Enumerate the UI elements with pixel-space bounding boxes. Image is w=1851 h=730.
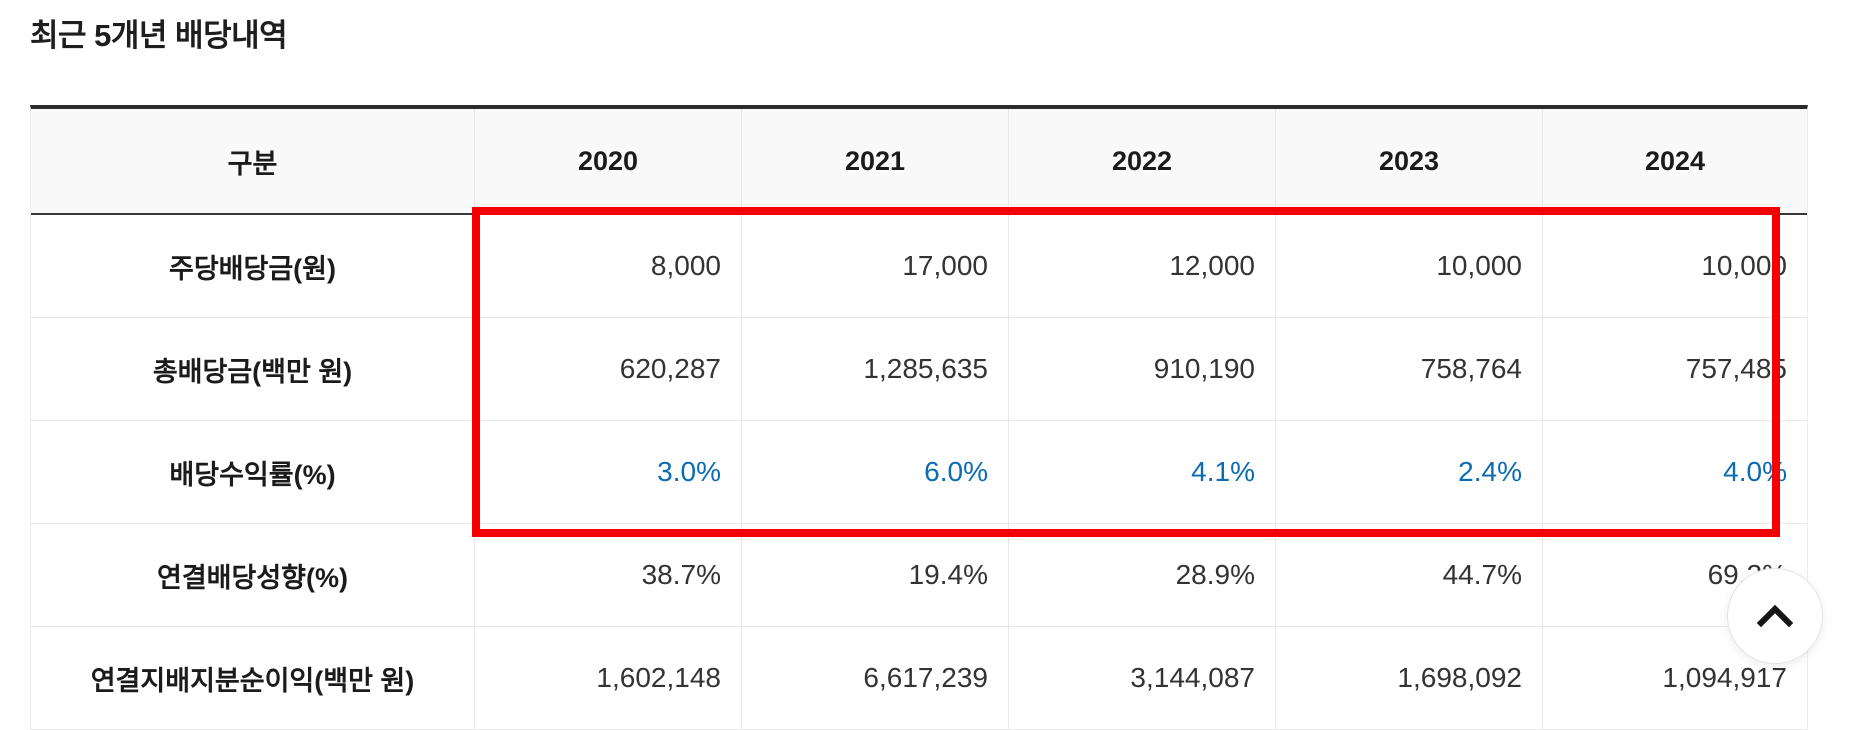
- column-header-category: 구분: [227, 148, 278, 179]
- table-cell: 17,000: [741, 215, 1008, 317]
- table-cell: 3,144,087: [1008, 627, 1275, 729]
- table-cell: 1,094,917: [1542, 627, 1807, 729]
- scroll-top-button[interactable]: [1727, 568, 1823, 664]
- column-header-2024: 2024: [1542, 109, 1807, 213]
- table-cell: 38.7%: [474, 524, 741, 626]
- table-cell: 19.4%: [741, 524, 1008, 626]
- table-cell: 6,617,239: [741, 627, 1008, 729]
- table-cell: 1,698,092: [1275, 627, 1542, 729]
- table-cell: 2.4%: [1275, 421, 1542, 523]
- table-cell: 8,000: [474, 215, 741, 317]
- column-header-2023: 2023: [1275, 109, 1542, 213]
- table-row-dividend-per-share: 주당배당금(원) 8,000 17,000 12,000 10,000 10,0…: [31, 215, 1807, 318]
- table-cell: 4.1%: [1008, 421, 1275, 523]
- row-label: 주당배당금(원): [168, 253, 337, 284]
- table-cell: 10,000: [1275, 215, 1542, 317]
- table-cell: 4.0%: [1542, 421, 1807, 523]
- column-header-2021: 2021: [741, 109, 1008, 213]
- table-cell: 12,000: [1008, 215, 1275, 317]
- table-row-payout-ratio: 연결배당성향(%) 38.7% 19.4% 28.9% 44.7% 69.2%: [31, 524, 1807, 627]
- page-title: 최근 5개년 배당내역: [30, 18, 288, 53]
- dividend-history-table: 구분 2020 2021 2022 2023 2024 주당배당금(원) 8,0…: [30, 105, 1808, 730]
- chevron-up-icon: [1756, 604, 1794, 628]
- column-header-2020: 2020: [474, 109, 741, 213]
- table-cell: 757,485: [1542, 318, 1807, 420]
- table-cell: 1,285,635: [741, 318, 1008, 420]
- row-label: 배당수익률(%): [169, 459, 336, 490]
- table-cell: 620,287: [474, 318, 741, 420]
- table-cell: 910,190: [1008, 318, 1275, 420]
- table-row-total-dividend: 총배당금(백만 원) 620,287 1,285,635 910,190 758…: [31, 318, 1807, 421]
- table-cell: 10,000: [1542, 215, 1807, 317]
- row-label: 연결배당성향(%): [156, 562, 349, 593]
- column-header-2022: 2022: [1008, 109, 1275, 213]
- row-label: 연결지배지분순이익(백만 원): [90, 665, 415, 696]
- table-header-row: 구분 2020 2021 2022 2023 2024: [31, 109, 1807, 215]
- table-cell: 28.9%: [1008, 524, 1275, 626]
- table-cell: 6.0%: [741, 421, 1008, 523]
- table-cell: 3.0%: [474, 421, 741, 523]
- table-row-net-income: 연결지배지분순이익(백만 원) 1,602,148 6,617,239 3,14…: [31, 627, 1807, 730]
- table-row-dividend-yield: 배당수익률(%) 3.0% 6.0% 4.1% 2.4% 4.0%: [31, 421, 1807, 524]
- table-cell: 1,602,148: [474, 627, 741, 729]
- table-cell: 758,764: [1275, 318, 1542, 420]
- table-cell: 44.7%: [1275, 524, 1542, 626]
- row-label: 총배당금(백만 원): [152, 356, 353, 387]
